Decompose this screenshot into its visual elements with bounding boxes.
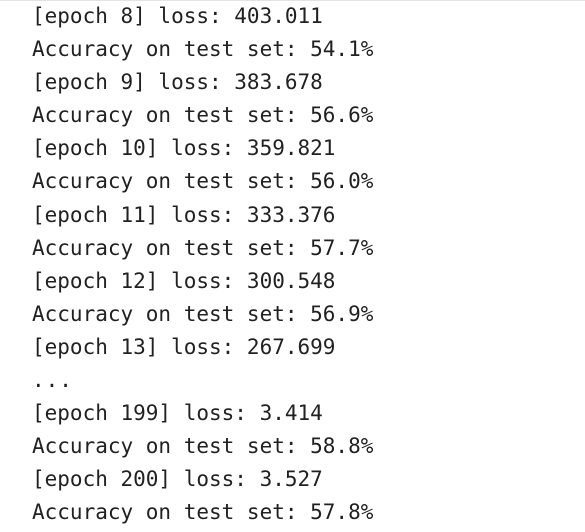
output-top-border [0,0,585,1]
output-line-epoch-12-accuracy: Accuracy on test set: 56.9% [32,301,374,326]
output-line-epoch-8-loss: [epoch 8] loss: 403.011 [32,4,323,28]
output-line-epoch-13-loss: [epoch 13] loss: 267.699 [32,334,336,359]
output-line-epoch-199-loss: [epoch 199] loss: 3.414 [32,401,323,426]
output-line-epoch-200-loss: [epoch 200] loss: 3.527 [32,467,323,492]
output-line-epoch-200-accuracy: Accuracy on test set: 57.8% [32,500,374,525]
output-line-epoch-199-accuracy: Accuracy on test set: 58.8% [32,434,374,459]
output-line-epoch-10-accuracy: Accuracy on test set: 56.0% [32,169,374,194]
cell-output: [epoch 8] loss: 403.011 Accuracy on test… [32,0,577,528]
output-line-epoch-9-accuracy: Accuracy on test set: 56.6% [32,103,374,128]
output-line-epoch-11-loss: [epoch 11] loss: 333.376 [32,202,336,227]
output-line-ellipsis: ... [32,368,73,393]
output-line-epoch-8-accuracy: Accuracy on test set: 54.1% [32,37,374,62]
output-line-epoch-11-accuracy: Accuracy on test set: 57.7% [32,235,374,260]
output-line-epoch-12-loss: [epoch 12] loss: 300.548 [32,268,336,293]
output-line-epoch-9-loss: [epoch 9] loss: 383.678 [32,70,323,95]
output-line-epoch-10-loss: [epoch 10] loss: 359.821 [32,136,336,161]
